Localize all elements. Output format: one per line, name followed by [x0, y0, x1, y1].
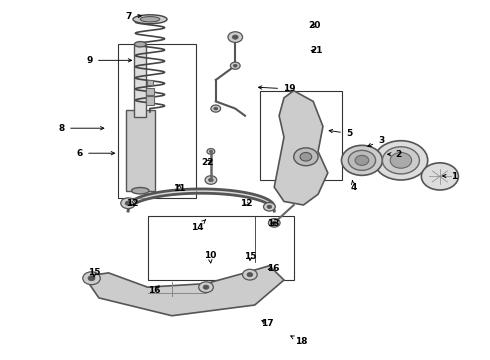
Circle shape — [209, 150, 213, 153]
Circle shape — [421, 163, 459, 190]
Text: 12: 12 — [125, 199, 138, 208]
Circle shape — [83, 272, 100, 285]
Text: 11: 11 — [173, 184, 186, 193]
Text: 1: 1 — [442, 172, 457, 181]
Circle shape — [382, 147, 419, 174]
Text: 4: 4 — [351, 180, 357, 192]
Circle shape — [269, 219, 280, 227]
Ellipse shape — [133, 15, 167, 24]
Text: 16: 16 — [267, 264, 279, 273]
Ellipse shape — [134, 41, 146, 47]
Text: 6: 6 — [77, 149, 115, 158]
Circle shape — [342, 145, 382, 175]
Circle shape — [390, 153, 412, 168]
Circle shape — [88, 276, 95, 281]
Polygon shape — [125, 111, 155, 191]
Circle shape — [247, 273, 253, 277]
Text: 15: 15 — [244, 252, 257, 261]
Circle shape — [232, 35, 238, 39]
Text: 2: 2 — [388, 150, 402, 159]
Text: 17: 17 — [261, 319, 273, 328]
Circle shape — [199, 282, 213, 293]
Circle shape — [243, 269, 257, 280]
Text: 12: 12 — [240, 199, 253, 208]
Circle shape — [214, 107, 218, 110]
Bar — [147, 80, 153, 85]
Text: 15: 15 — [88, 268, 100, 277]
Circle shape — [203, 285, 209, 289]
Text: 22: 22 — [201, 158, 214, 167]
Polygon shape — [84, 266, 284, 316]
Text: 8: 8 — [59, 124, 104, 133]
Text: 21: 21 — [310, 46, 322, 55]
Bar — [146, 96, 154, 105]
Circle shape — [267, 205, 271, 208]
Circle shape — [374, 141, 428, 180]
Text: 20: 20 — [308, 21, 320, 30]
Circle shape — [211, 105, 220, 112]
Circle shape — [207, 149, 215, 154]
Circle shape — [228, 32, 243, 42]
Circle shape — [121, 198, 135, 208]
Circle shape — [264, 203, 275, 211]
Text: 19: 19 — [259, 84, 295, 93]
Circle shape — [355, 156, 369, 165]
Text: 3: 3 — [368, 136, 384, 147]
Text: 14: 14 — [192, 220, 205, 231]
Bar — [147, 88, 154, 95]
Circle shape — [294, 148, 318, 166]
Text: 10: 10 — [203, 251, 216, 263]
Circle shape — [209, 178, 213, 182]
Bar — [118, 44, 196, 198]
Bar — [260, 91, 343, 180]
Text: 16: 16 — [147, 285, 160, 294]
Circle shape — [230, 62, 240, 69]
Polygon shape — [134, 44, 146, 117]
Text: 13: 13 — [267, 219, 279, 228]
Text: 5: 5 — [329, 129, 352, 138]
Circle shape — [300, 153, 312, 161]
Text: 18: 18 — [291, 336, 307, 346]
Ellipse shape — [140, 17, 160, 22]
Ellipse shape — [131, 188, 149, 194]
Circle shape — [348, 150, 375, 170]
Circle shape — [233, 64, 237, 67]
Circle shape — [272, 221, 276, 225]
Polygon shape — [274, 91, 328, 205]
Text: 9: 9 — [87, 56, 132, 65]
Circle shape — [125, 201, 131, 205]
Text: 7: 7 — [125, 12, 141, 21]
Circle shape — [205, 176, 217, 184]
Bar — [147, 216, 294, 280]
